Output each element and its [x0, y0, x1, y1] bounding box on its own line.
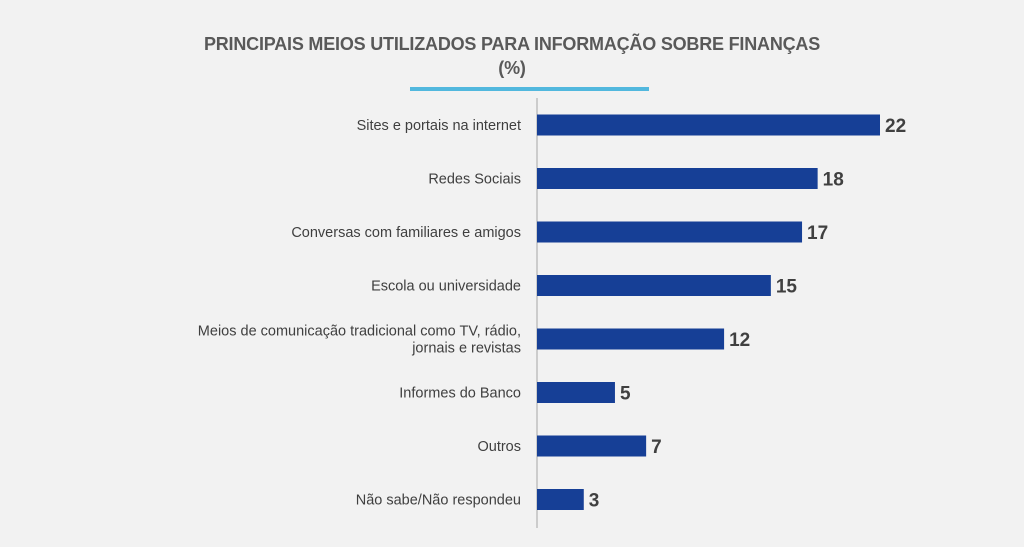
bar-0 [537, 114, 880, 136]
bar-1 [537, 168, 818, 189]
chart-title-block: PRINCIPAIS MEIOS UTILIZADOS PARA INFORMA… [0, 32, 1024, 80]
value-label-4: 12 [729, 330, 750, 351]
bar-3 [537, 275, 771, 296]
category-label-2: Conversas com familiares e amigos [291, 225, 521, 241]
category-label-6: Outros [477, 439, 521, 455]
bar-4 [537, 328, 725, 350]
chart-subtitle: (%) [498, 58, 526, 78]
bar-5 [537, 382, 615, 403]
value-label-7: 3 [589, 491, 600, 512]
category-label-3: Escola ou universidade [371, 279, 521, 295]
title-underline [410, 87, 649, 91]
category-label-0: Sites e portais na internet [357, 118, 521, 134]
value-label-6: 7 [651, 437, 662, 458]
category-label-7: Não sabe/Não respondeu [356, 493, 521, 509]
category-label-4: Meios de comunicação tradicional como TV… [198, 324, 521, 357]
chart-title: PRINCIPAIS MEIOS UTILIZADOS PARA INFORMA… [203, 34, 821, 54]
value-label-1: 18 [823, 170, 844, 191]
value-label-5: 5 [620, 384, 631, 405]
value-label-3: 15 [776, 277, 798, 298]
value-label-2: 17 [807, 223, 828, 244]
category-label-1: Redes Sociais [428, 172, 521, 188]
bar-7 [537, 489, 584, 510]
bar-2 [537, 221, 803, 243]
value-label-0: 22 [885, 116, 906, 137]
category-label-5: Informes do Banco [399, 386, 521, 402]
bar-6 [537, 435, 647, 457]
